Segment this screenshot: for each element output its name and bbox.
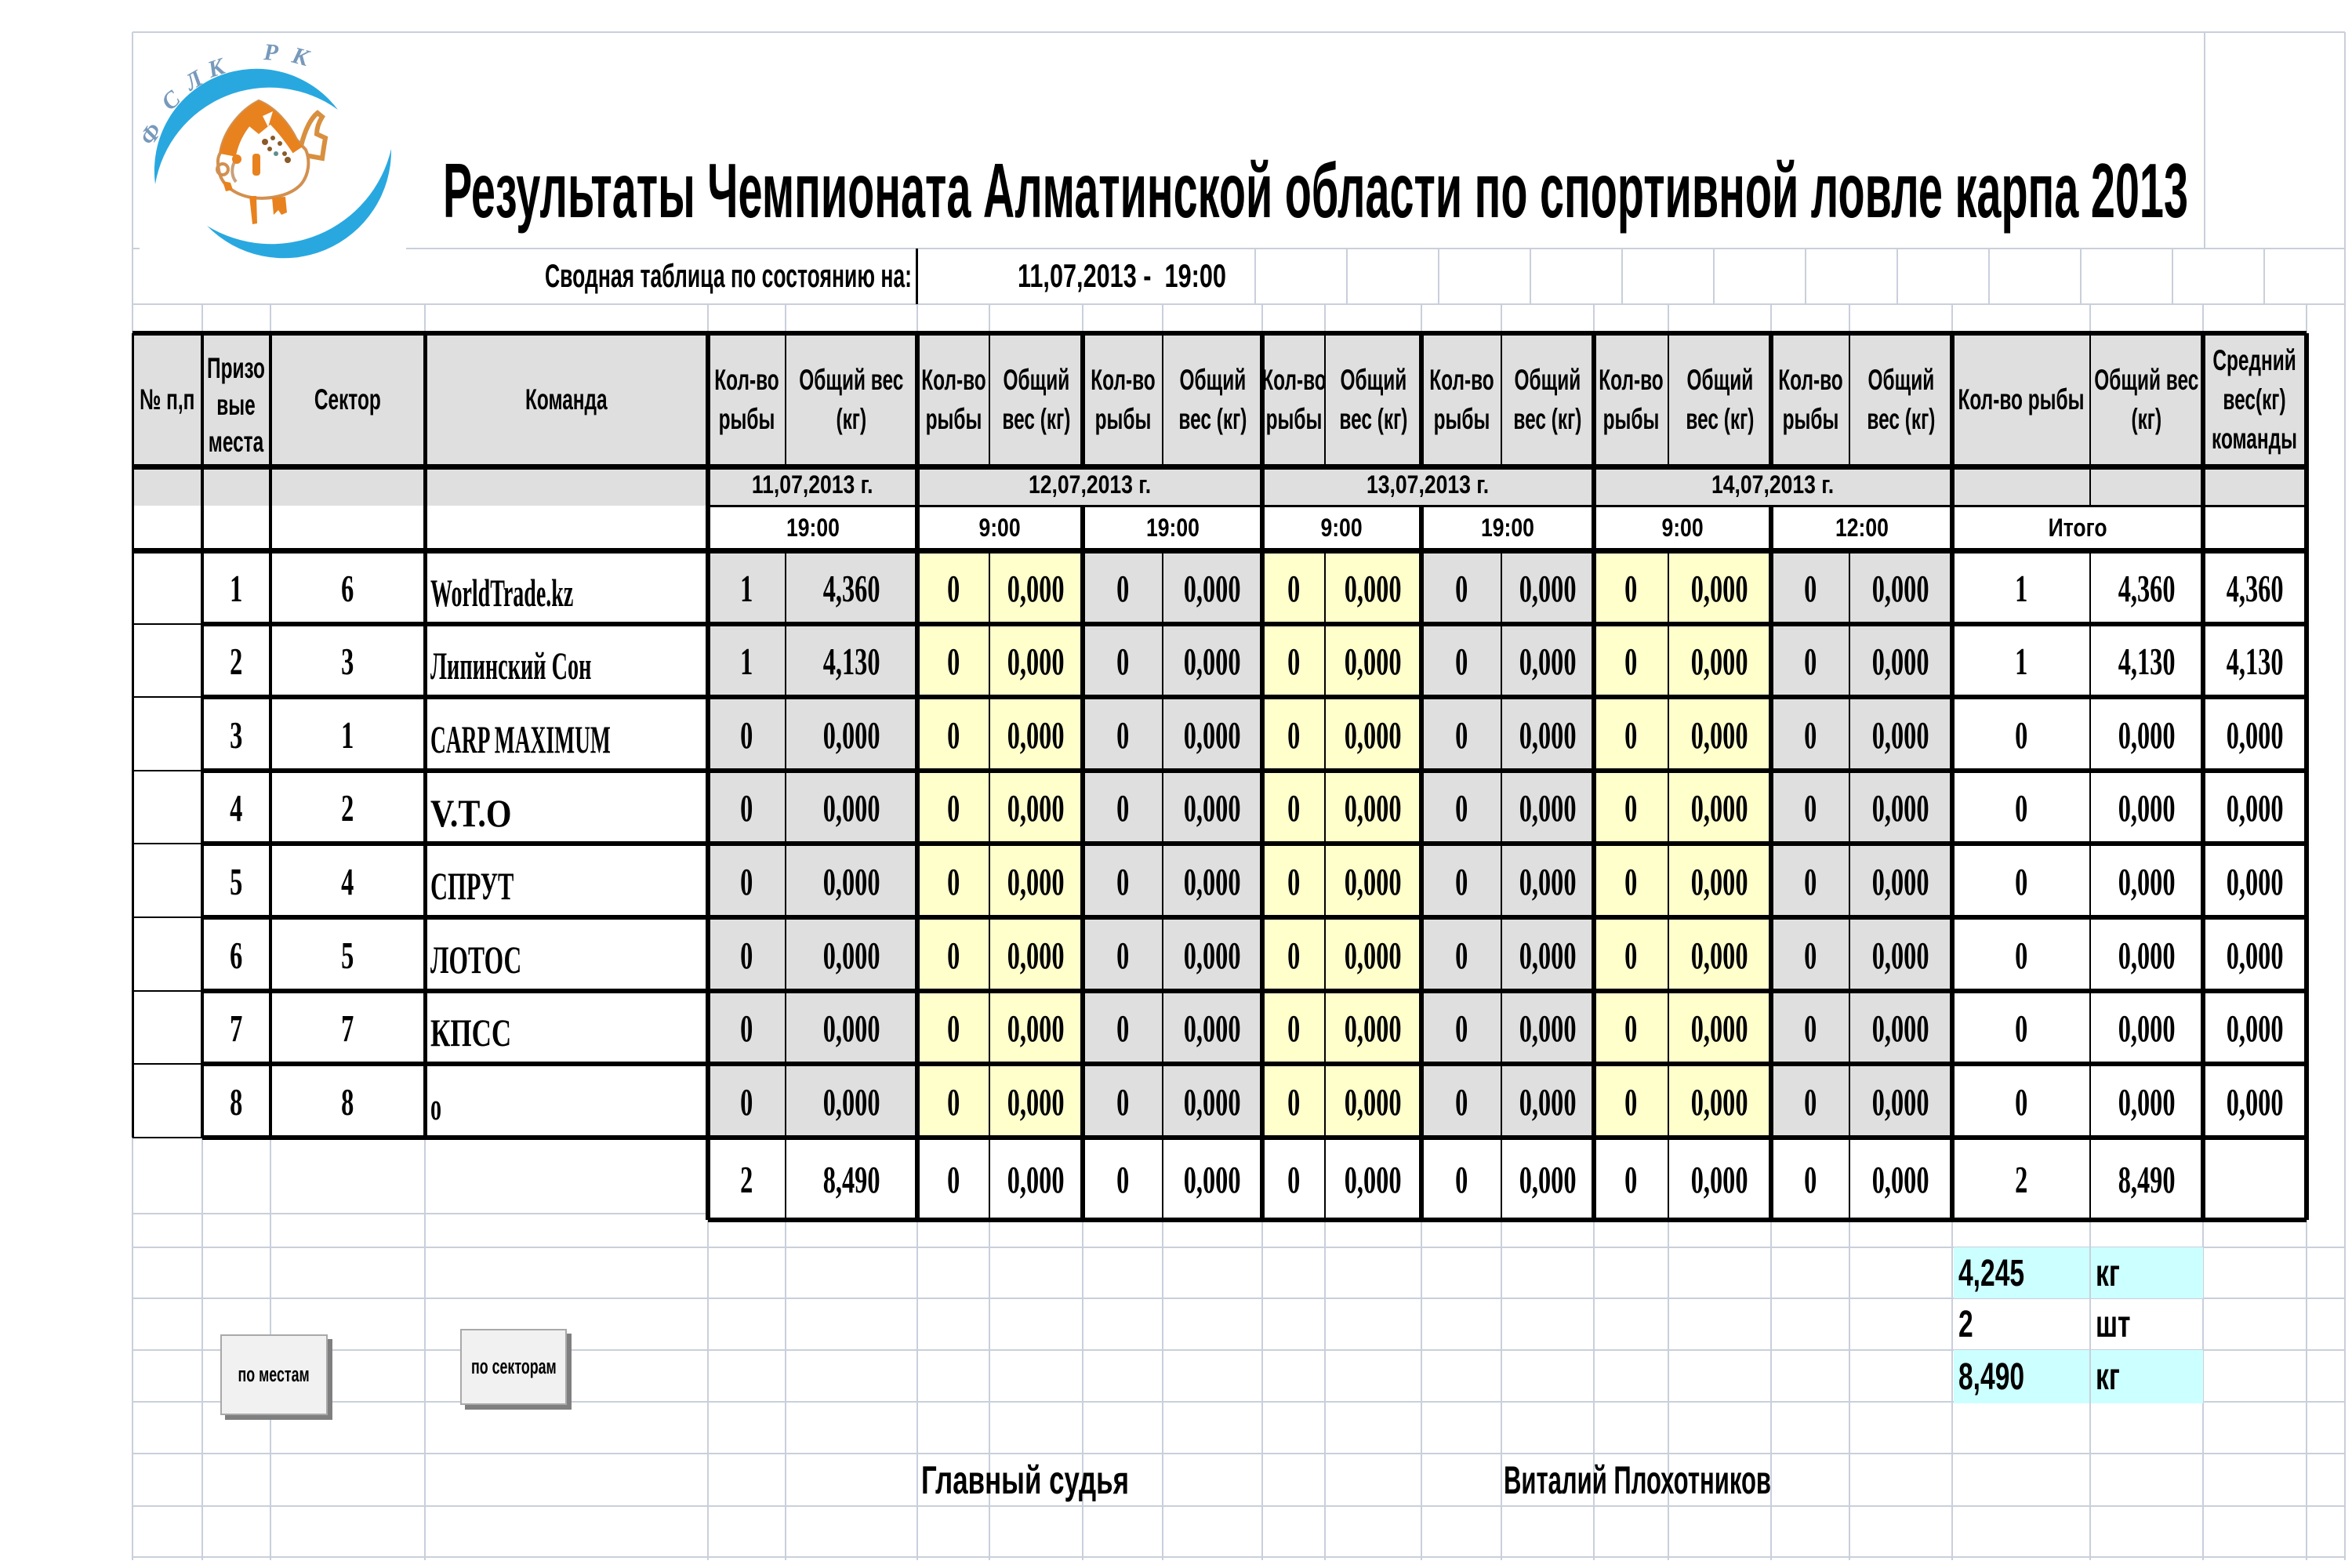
svg-text:К: К	[289, 42, 313, 72]
svg-text:Р: Р	[263, 39, 280, 66]
svg-text:К: К	[204, 53, 229, 82]
